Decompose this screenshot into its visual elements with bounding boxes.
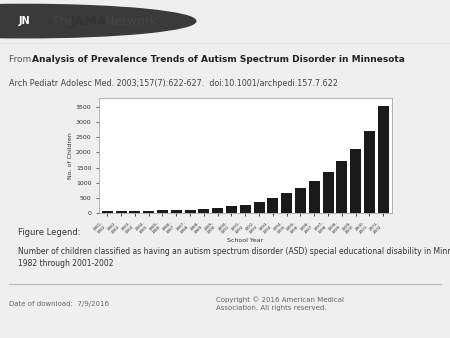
Bar — [157, 211, 168, 213]
Text: JN: JN — [19, 16, 31, 26]
Bar — [364, 131, 375, 213]
Bar — [350, 149, 361, 213]
Bar — [295, 188, 306, 213]
Bar — [198, 209, 209, 213]
Bar — [336, 161, 347, 213]
Text: JAMA: JAMA — [71, 15, 108, 28]
Bar — [171, 210, 182, 213]
Bar — [212, 208, 223, 213]
Text: From: From — [9, 55, 37, 64]
Bar — [323, 172, 333, 213]
Text: Arch Pediatr Adolesc Med. 2003;157(7):622-627.  doi:10.1001/archpedi.157.7.622: Arch Pediatr Adolesc Med. 2003;157(7):62… — [9, 79, 338, 88]
Text: Analysis of Prevalence Trends of Autism Spectrum Disorder in Minnesota: Analysis of Prevalence Trends of Autism … — [32, 55, 405, 64]
Bar — [309, 181, 320, 213]
Bar — [184, 210, 196, 213]
X-axis label: School Year: School Year — [227, 238, 263, 243]
Bar — [143, 211, 154, 213]
Y-axis label: No. of Children: No. of Children — [68, 132, 73, 179]
Bar — [240, 204, 251, 213]
Bar — [129, 211, 140, 213]
Text: Figure Legend:: Figure Legend: — [18, 228, 80, 237]
Bar — [253, 201, 265, 213]
Text: Network: Network — [101, 15, 158, 28]
Bar — [102, 212, 113, 213]
Circle shape — [0, 4, 196, 38]
Text: The: The — [52, 15, 79, 28]
Bar — [378, 105, 389, 213]
Bar — [281, 193, 292, 213]
Text: Copyright © 2016 American Medical
Association. All rights reserved.: Copyright © 2016 American Medical Associ… — [216, 296, 344, 311]
Bar — [226, 207, 237, 213]
Text: Date of download:  7/9/2016: Date of download: 7/9/2016 — [9, 301, 109, 307]
Bar — [116, 211, 126, 213]
Text: Number of children classified as having an autism spectrum disorder (ASD) specia: Number of children classified as having … — [18, 247, 450, 268]
Bar — [267, 198, 279, 213]
